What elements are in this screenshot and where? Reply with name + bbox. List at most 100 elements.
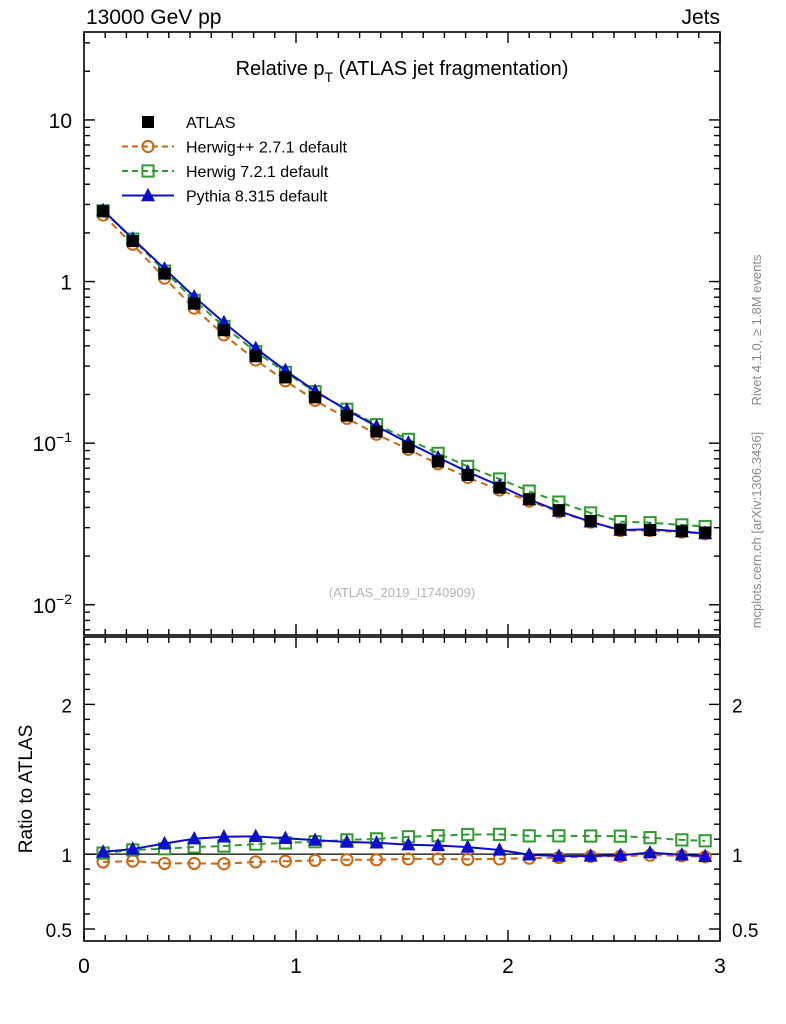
ratio-series-2-marker bbox=[674, 847, 689, 861]
header-left-energy: 13000 GeV pp bbox=[86, 6, 221, 29]
main-series-0-marker bbox=[675, 525, 688, 538]
ratio-series-0-marker bbox=[217, 857, 231, 871]
ratio-series-2-marker bbox=[613, 847, 628, 861]
ratio-series-1-marker bbox=[613, 829, 627, 843]
main-series-0-marker bbox=[158, 267, 171, 280]
x-tick-label: 1 bbox=[290, 955, 302, 978]
ratio-series-0-marker bbox=[369, 853, 384, 867]
side-caption-mcplots: mcplots.cern.ch [arXiv:1306.3436] bbox=[749, 432, 764, 629]
main-series-2 bbox=[96, 204, 712, 534]
plot-title: Relative pT (ATLAS jet fragmentation) bbox=[236, 58, 569, 85]
ratio-series-2-marker bbox=[339, 834, 354, 848]
main-series-3 bbox=[96, 202, 713, 540]
main-y-tick-label: 1 bbox=[60, 272, 72, 295]
main-series-0-marker bbox=[340, 409, 353, 422]
legend-label-2: Herwig 7.2.1 default bbox=[186, 164, 329, 181]
ratio-series-2-marker bbox=[157, 835, 172, 850]
ratio-series-2-marker bbox=[248, 828, 263, 843]
ratio-series-2-marker bbox=[551, 848, 566, 862]
ratio-series-0 bbox=[96, 848, 712, 871]
ratio-series-0-marker bbox=[249, 855, 263, 869]
main-series-0-marker bbox=[584, 514, 597, 527]
ratio-y-tick-label-right: 0.5 bbox=[732, 921, 758, 942]
main-series-3-line bbox=[102, 209, 706, 535]
ratio-series-2-marker bbox=[522, 847, 537, 861]
main-series-0-marker bbox=[249, 350, 262, 363]
ratio-series-0-marker bbox=[401, 852, 415, 866]
ratio-series-1-marker bbox=[584, 829, 598, 843]
main-series-0-marker bbox=[493, 481, 506, 494]
ratio-series-2-marker bbox=[216, 829, 231, 843]
ratio-y-tick-label-left: 1 bbox=[61, 846, 72, 867]
header-right-category: Jets bbox=[681, 6, 720, 29]
ratio-series-1-line bbox=[102, 833, 706, 855]
main-panel bbox=[83, 32, 721, 635]
x-tick-label: 3 bbox=[714, 955, 726, 978]
ratio-series-2-marker bbox=[643, 844, 658, 859]
main-series-0-marker bbox=[188, 297, 201, 310]
ratio-series-1-marker bbox=[698, 834, 712, 848]
main-series-0-marker bbox=[552, 504, 565, 517]
ratio-series-1-marker bbox=[675, 833, 689, 847]
ratio-panel bbox=[83, 637, 721, 941]
legend-label-0: ATLAS bbox=[186, 115, 236, 132]
main-series-1 bbox=[96, 208, 712, 541]
ratio-series-2-marker bbox=[96, 844, 111, 858]
ratio-series-0-marker bbox=[187, 856, 201, 871]
ratio-panel-frame bbox=[83, 636, 721, 942]
x-tick-label: 0 bbox=[78, 955, 90, 978]
main-panel-frame bbox=[83, 31, 721, 636]
ratio-y-tick-label-left: 2 bbox=[61, 696, 72, 717]
legend-marker-3 bbox=[140, 187, 156, 202]
ratio-series-2-marker bbox=[278, 830, 293, 844]
main-series-0-marker bbox=[402, 441, 415, 454]
ratio-series-2-marker bbox=[492, 842, 507, 856]
main-y-tick-label: 10−2 bbox=[33, 591, 73, 618]
main-series-group bbox=[96, 202, 713, 541]
ratio-series-0-marker bbox=[461, 852, 475, 866]
legend-marker-0 bbox=[142, 116, 154, 128]
ratio-series-0-marker bbox=[431, 852, 445, 866]
ratio-series-1-marker bbox=[522, 829, 536, 843]
ratio-series-2-marker bbox=[401, 837, 416, 851]
ratio-series-2-marker bbox=[187, 831, 202, 845]
ratio-series-2-marker bbox=[431, 837, 446, 852]
ratio-series-2-marker bbox=[308, 832, 323, 846]
main-series-0-marker bbox=[279, 371, 292, 384]
main-series-0-marker bbox=[126, 235, 139, 248]
ratio-series-0-marker bbox=[308, 853, 322, 868]
legend: ATLAS Herwig++ 2.7.1 default Herwig 7.2.1 … bbox=[122, 115, 348, 206]
ratio-y-axis-label: Ratio to ATLAS bbox=[16, 725, 37, 854]
main-series-0-marker bbox=[309, 391, 322, 404]
ratio-series-2-marker bbox=[583, 848, 598, 862]
ratio-y-tick-label-left: 0.5 bbox=[46, 921, 72, 942]
side-caption-rivet: Rivet 4.1.0, ≥ 1.8M events bbox=[749, 254, 764, 405]
ratio-series-1-marker bbox=[492, 827, 507, 841]
watermark-dataset-id: (ATLAS_2019_I1740909) bbox=[329, 585, 475, 600]
legend-marker-1 bbox=[141, 139, 155, 154]
ratio-series-2-marker bbox=[460, 839, 475, 853]
ratio-series-2-marker bbox=[125, 841, 140, 855]
ratio-series-0-marker bbox=[340, 853, 354, 867]
main-series-0-marker bbox=[217, 324, 230, 337]
main-series-0-marker bbox=[370, 425, 383, 438]
main-series-1-line bbox=[102, 214, 706, 535]
legend-label-1: Herwig++ 2.7.1 default bbox=[186, 140, 348, 157]
legend-label-3: Pythia 8.315 default bbox=[186, 189, 328, 206]
legend-marker-2 bbox=[141, 164, 155, 178]
ratio-series-1-marker bbox=[643, 831, 657, 845]
main-series-0-marker bbox=[461, 469, 474, 482]
ratio-series-2 bbox=[96, 828, 713, 862]
ratio-series-2-marker bbox=[369, 835, 384, 849]
main-series-2-line bbox=[102, 210, 706, 528]
ratio-y-tick-label-right: 1 bbox=[732, 846, 743, 867]
main-series-0 bbox=[97, 205, 712, 539]
ratio-series-0-marker bbox=[278, 854, 292, 868]
x-tick-label: 2 bbox=[502, 955, 514, 978]
main-series-0-marker bbox=[699, 526, 712, 539]
ratio-series-2-marker bbox=[698, 848, 713, 862]
main-series-0-marker bbox=[432, 455, 445, 468]
ratio-series-1-marker bbox=[552, 829, 566, 843]
